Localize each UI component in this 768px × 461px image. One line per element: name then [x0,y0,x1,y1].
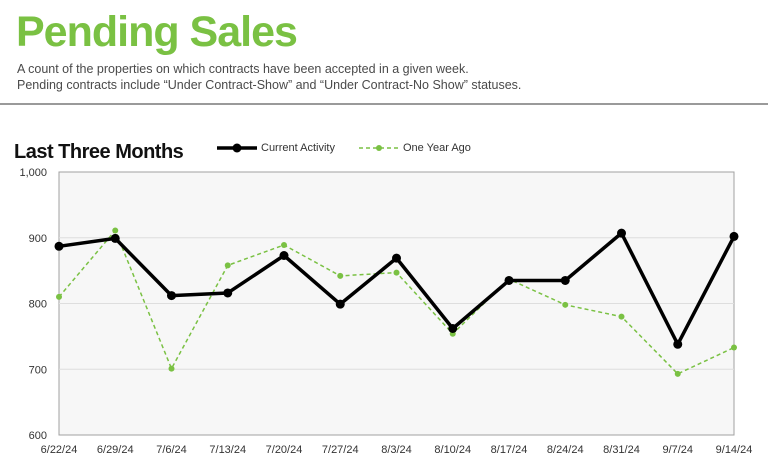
data-point [112,227,119,234]
data-point [731,344,737,351]
y-axis: 600 700 800 900 1,000 [19,167,47,442]
x-tick-label: 8/31/24 [603,444,640,456]
subtitle-line-1: A count of the properties on which contr… [17,62,469,76]
legend-marker-current [232,143,242,153]
data-point [448,323,458,333]
data-point [335,299,345,309]
data-point [167,291,176,301]
x-tick-label: 7/13/24 [209,444,246,456]
x-tick-label: 8/10/24 [434,444,471,456]
y-tick-label: 800 [29,299,47,311]
legend-label-year-ago: One Year Ago [403,142,471,154]
data-point [729,231,739,241]
data-point [393,269,400,276]
x-tick-label: 7/20/24 [266,444,303,456]
data-point [281,241,287,248]
data-point [337,272,344,279]
x-tick-label: 6/22/24 [41,444,78,456]
x-tick-label: 8/24/24 [547,444,584,456]
y-tick-label: 900 [29,233,47,245]
x-axis: 6/22/24 6/29/24 7/6/24 7/13/24 7/20/24 7/27/2… [41,444,753,456]
data-point [560,275,570,285]
y-tick-label: 700 [29,364,47,376]
x-tick-label: 9/14/24 [716,444,753,456]
x-tick-label: 7/6/24 [156,444,187,456]
x-tick-label: 9/7/24 [662,444,693,456]
data-point [562,301,569,308]
header-divider [0,103,768,105]
data-point [392,253,401,263]
data-point [279,251,289,261]
x-tick-label: 6/29/24 [97,444,134,456]
y-tick-label: 600 [29,430,47,442]
data-point [618,313,625,320]
page-title: Pending Sales [16,8,298,56]
subtitle-line-2: Pending contracts include “Under Contrac… [17,78,522,92]
chart-title: Last Three Months [14,141,184,163]
data-point [223,288,233,298]
data-point [224,262,231,269]
data-point [617,228,626,238]
data-point [168,365,175,372]
data-point [504,275,514,285]
series-layer [54,227,739,377]
x-tick-label: 7/27/24 [322,444,359,456]
series-current-activity [54,228,739,349]
x-tick-label: 8/17/24 [491,444,528,456]
legend [217,143,399,153]
y-tick-label: 1,000 [19,167,47,179]
data-point [674,370,681,377]
legend-label-current: Current Activity [261,142,335,154]
data-point [110,233,120,243]
x-tick-label: 8/3/24 [381,444,412,456]
data-point [56,293,62,300]
legend-marker-year-ago [376,145,382,151]
data-point [54,241,64,251]
series-one-year-ago [56,227,737,377]
data-point [673,339,683,349]
